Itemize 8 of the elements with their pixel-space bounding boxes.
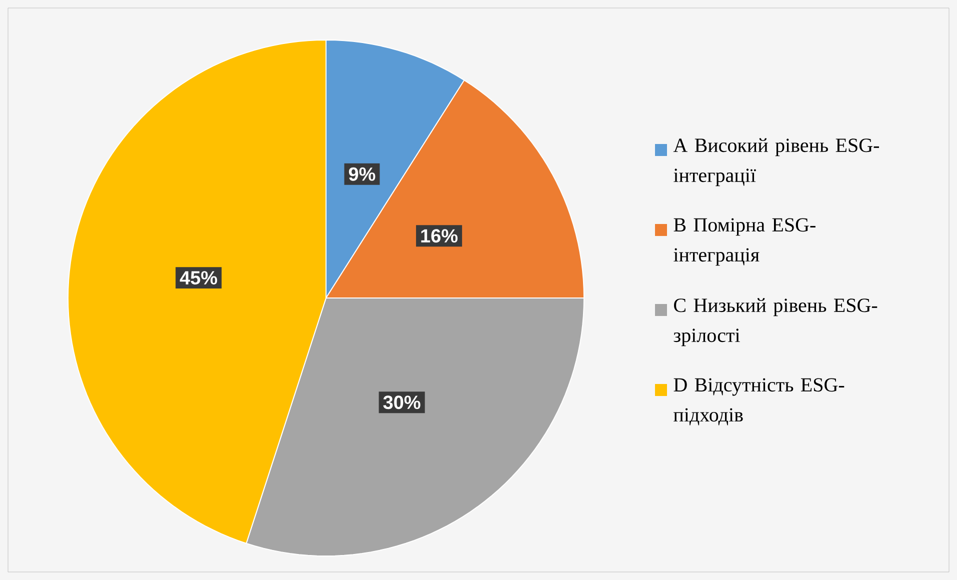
data-label: 9% [348, 167, 376, 181]
data-label: 45% [180, 271, 218, 285]
legend-label: B Помірна ESG-інтеграція [674, 218, 816, 266]
legend-label: D Відсутність ESG-підходів [674, 378, 844, 426]
data-label: 16% [421, 229, 458, 243]
legend-label: A Високий рівень ESG-інтеграції [673, 138, 879, 186]
data-label: 30% [383, 396, 420, 410]
legend-label: C Низький рівень ESG-зрілості [674, 298, 878, 346]
